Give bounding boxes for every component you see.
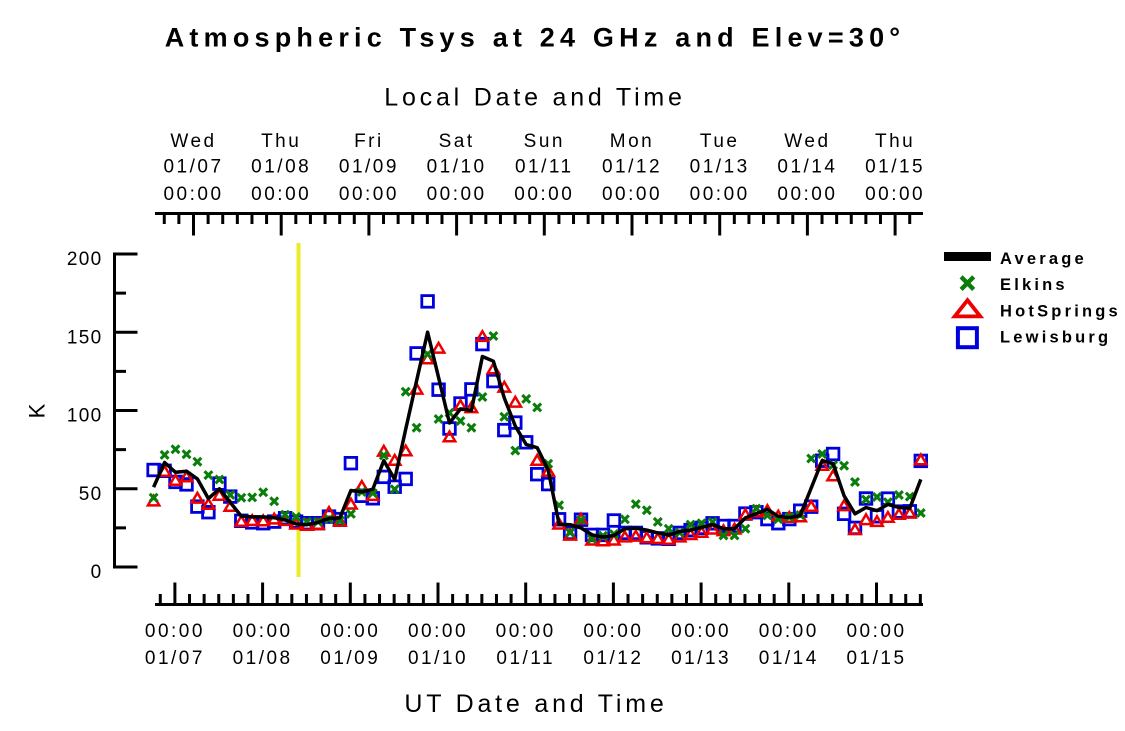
- svg-text:Average: Average: [1000, 250, 1087, 268]
- svg-text:01/12: 01/12: [583, 648, 643, 669]
- svg-text:00:00: 00:00: [671, 621, 731, 642]
- svg-text:00:00: 00:00: [408, 621, 468, 642]
- svg-text:00:00: 00:00: [251, 184, 311, 205]
- svg-text:150: 150: [67, 327, 103, 348]
- svg-text:K: K: [25, 403, 50, 418]
- svg-text:00:00: 00:00: [846, 621, 906, 642]
- svg-text:01/09: 01/09: [320, 648, 380, 669]
- svg-text:50: 50: [79, 484, 103, 505]
- svg-text:00:00: 00:00: [583, 621, 643, 642]
- svg-text:Wed: Wed: [170, 131, 216, 152]
- svg-text:01/09: 01/09: [339, 157, 399, 178]
- svg-text:00:00: 00:00: [339, 184, 399, 205]
- svg-text:01/07: 01/07: [145, 648, 205, 669]
- svg-text:01/08: 01/08: [233, 648, 293, 669]
- svg-text:01/11: 01/11: [515, 157, 574, 178]
- svg-text:Tue: Tue: [700, 131, 740, 152]
- svg-text:01/15: 01/15: [846, 648, 906, 669]
- svg-text:01/13: 01/13: [690, 157, 750, 178]
- svg-text:00:00: 00:00: [233, 621, 293, 642]
- svg-text:Sun: Sun: [524, 131, 565, 152]
- svg-text:Thu: Thu: [261, 131, 301, 152]
- svg-text:01/10: 01/10: [427, 157, 487, 178]
- svg-text:HotSprings: HotSprings: [1000, 302, 1121, 320]
- svg-text:00:00: 00:00: [163, 184, 223, 205]
- svg-text:00:00: 00:00: [602, 184, 662, 205]
- svg-text:01/13: 01/13: [671, 648, 731, 669]
- svg-text:0: 0: [91, 562, 103, 583]
- svg-text:01/11: 01/11: [496, 648, 555, 669]
- svg-text:Atmospheric Tsys at 24 GHz and: Atmospheric Tsys at 24 GHz and Elev=30°: [165, 23, 906, 53]
- svg-text:Thu: Thu: [875, 131, 915, 152]
- svg-text:01/14: 01/14: [759, 648, 819, 669]
- svg-text:01/14: 01/14: [777, 157, 837, 178]
- svg-text:00:00: 00:00: [320, 621, 380, 642]
- svg-text:00:00: 00:00: [496, 621, 556, 642]
- svg-text:01/15: 01/15: [865, 157, 925, 178]
- svg-text:UT Date and Time: UT Date and Time: [404, 690, 667, 718]
- svg-text:00:00: 00:00: [427, 184, 487, 205]
- svg-text:01/12: 01/12: [602, 157, 662, 178]
- svg-text:Fri: Fri: [354, 131, 384, 152]
- svg-text:01/07: 01/07: [163, 157, 223, 178]
- svg-text:100: 100: [67, 406, 103, 427]
- svg-text:Sat: Sat: [439, 131, 475, 152]
- svg-text:00:00: 00:00: [145, 621, 205, 642]
- svg-text:01/10: 01/10: [408, 648, 468, 669]
- svg-text:00:00: 00:00: [690, 184, 750, 205]
- svg-text:00:00: 00:00: [759, 621, 819, 642]
- svg-text:Local Date and Time: Local Date and Time: [384, 84, 686, 112]
- svg-text:200: 200: [67, 249, 103, 270]
- svg-text:01/08: 01/08: [251, 157, 311, 178]
- svg-text:00:00: 00:00: [514, 184, 574, 205]
- svg-text:Wed: Wed: [784, 131, 830, 152]
- svg-text:Elkins: Elkins: [1000, 276, 1068, 294]
- svg-text:00:00: 00:00: [865, 184, 925, 205]
- svg-text:Mon: Mon: [610, 131, 654, 152]
- svg-text:Lewisburg: Lewisburg: [1000, 329, 1111, 347]
- svg-text:00:00: 00:00: [777, 184, 837, 205]
